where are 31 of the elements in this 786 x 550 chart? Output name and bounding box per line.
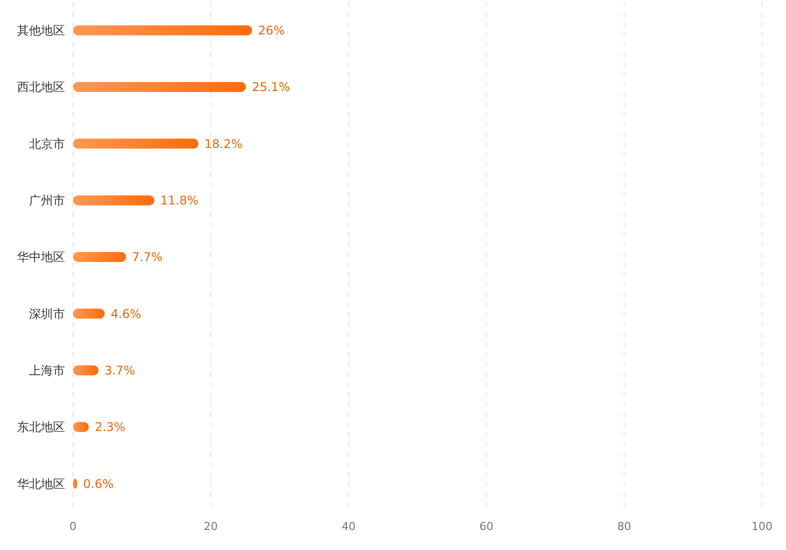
x-tick-label: 40 (342, 520, 356, 533)
bar (73, 252, 126, 262)
y-tick-label: 上海市 (29, 364, 65, 378)
data-label: 11.8% (160, 194, 198, 208)
data-label: 7.7% (132, 250, 163, 264)
data-label: 25.1% (252, 80, 290, 94)
data-label: 2.3% (94, 420, 126, 434)
x-tick-label: 0 (70, 520, 76, 533)
bar (73, 25, 252, 36)
x-tick-label: 60 (479, 520, 494, 533)
y-tick-label: 华中地区 (17, 250, 65, 264)
data-label: 18.2% (204, 136, 243, 151)
data-label: 26% (258, 24, 285, 38)
data-label: 4.6% (110, 306, 142, 321)
bar (73, 195, 154, 206)
y-tick-label: 东北地区 (17, 420, 65, 434)
bar (73, 365, 98, 376)
y-tick-label: 西北地区 (17, 80, 65, 94)
data-label: 3.7% (104, 364, 135, 378)
y-tick-label: 广州市 (29, 194, 65, 208)
data-label: 0.6% (83, 476, 114, 491)
x-tick-label: 80 (617, 520, 632, 533)
bar (73, 308, 105, 319)
y-tick-label: 其他地区 (17, 24, 65, 38)
y-tick-label: 深圳市 (29, 306, 65, 321)
y-tick-label: 华北地区 (17, 476, 65, 491)
x-tick-label: 20 (204, 520, 218, 533)
x-tick-label: 100 (752, 520, 772, 533)
bar (73, 82, 246, 92)
bar (73, 138, 198, 149)
y-tick-label: 北京市 (29, 136, 65, 151)
